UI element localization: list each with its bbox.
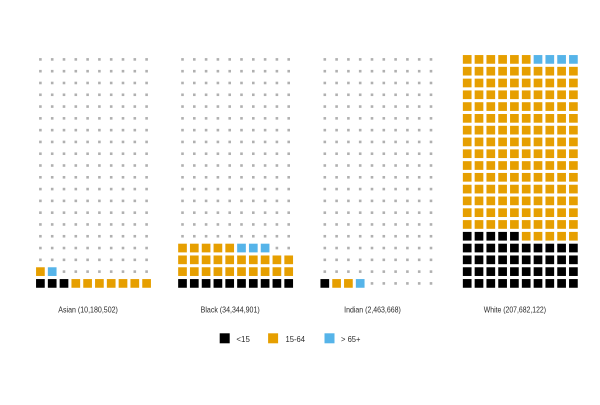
svg-text:Asian (10,180,502): Asian (10,180,502) [58, 305, 118, 315]
svg-text:> 65+: > 65+ [341, 334, 361, 344]
svg-text:Black (34,344,901): Black (34,344,901) [201, 305, 260, 315]
svg-text:15-64: 15-64 [286, 334, 306, 344]
svg-text:White (207,682,122): White (207,682,122) [484, 305, 546, 315]
svg-text:<15: <15 [236, 334, 250, 344]
svg-text:Indian (2,463,668): Indian (2,463,668) [344, 305, 401, 315]
